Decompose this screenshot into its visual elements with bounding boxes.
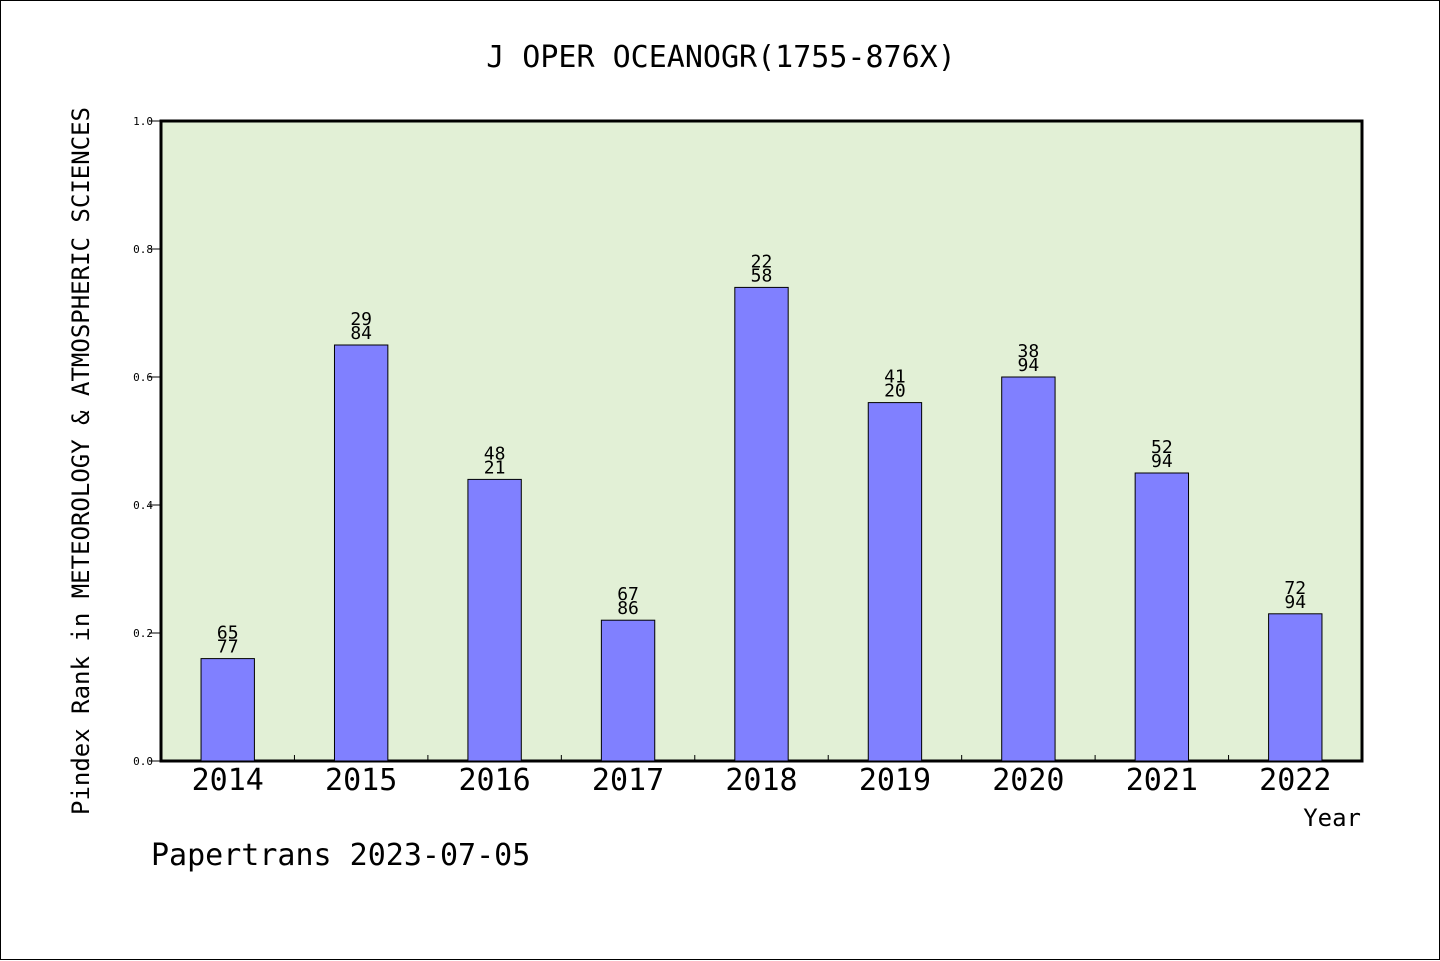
x-tick-label-2022: 2022: [1259, 763, 1331, 798]
data-label-top-2018: 22: [751, 251, 773, 272]
x-tick-label-2014: 2014: [192, 763, 264, 798]
bar-2020: [1001, 376, 1056, 762]
y-tick-label-3: 0.6: [133, 371, 153, 384]
data-label-top-2016: 48: [484, 443, 506, 464]
data-label-top-2022: 72: [1284, 578, 1306, 599]
chart-title: J OPER OCEANOGR(1755-876X): [486, 40, 956, 75]
y-tick-label-5: 1.0: [133, 115, 153, 128]
ticks-layer: 2014 2015 2016 2017 2018 2019 2020 2021 20220.00…: [133, 115, 1331, 798]
x-tick-label-2017: 2017: [592, 763, 664, 798]
bar-2014: [200, 658, 255, 762]
x-tick-label-2021: 2021: [1126, 763, 1198, 798]
x-tick-label-2020: 2020: [992, 763, 1064, 798]
data-label-bottom-2015: 84: [350, 323, 372, 344]
y-tick-label-2: 0.4: [133, 499, 153, 512]
y-tick-label-0: 0.0: [133, 755, 153, 768]
y-axis-label: Pindex Rank in METEOROLOGY & ATMOSPHERIC…: [67, 107, 95, 815]
bar-2021: [1134, 472, 1190, 762]
data-label-top-2017: 67: [617, 584, 639, 605]
data-label-bottom-2017: 86: [617, 598, 639, 619]
bar-2018: [734, 286, 789, 762]
data-label-bottom-2019: 20: [884, 381, 906, 402]
y-tick-label-1: 0.2: [133, 627, 153, 640]
bar-2017: [600, 619, 656, 762]
bar-2022: [1268, 613, 1323, 762]
data-label-top-2020: 38: [1018, 341, 1040, 362]
x-tick-label-2015: 2015: [325, 763, 397, 798]
data-label-top-2021: 52: [1151, 437, 1173, 458]
data-label-bottom-2021: 94: [1151, 451, 1173, 472]
data-label-bottom-2016: 21: [484, 457, 506, 478]
x-tick-label-2018: 2018: [725, 763, 797, 798]
data-label-top-2014: 65: [217, 623, 239, 644]
x-axis-label: Year: [1303, 804, 1361, 832]
data-label-bottom-2022: 94: [1284, 592, 1306, 613]
bar-2019: [867, 402, 923, 762]
data-label-top-2019: 41: [884, 367, 906, 388]
bar-2016: [467, 478, 522, 762]
data-label-bottom-2014: 77: [217, 637, 239, 658]
data-label-bottom-2018: 58: [751, 265, 773, 286]
data-label-bottom-2020: 94: [1018, 355, 1040, 376]
footer-text: Papertrans 2023-07-05: [151, 838, 530, 873]
x-tick-label-2016: 2016: [458, 763, 530, 798]
y-tick-label-4: 0.8: [133, 243, 153, 256]
bar-2015: [333, 344, 389, 762]
data-label-top-2015: 29: [350, 309, 372, 330]
x-tick-label-2019: 2019: [859, 763, 931, 798]
